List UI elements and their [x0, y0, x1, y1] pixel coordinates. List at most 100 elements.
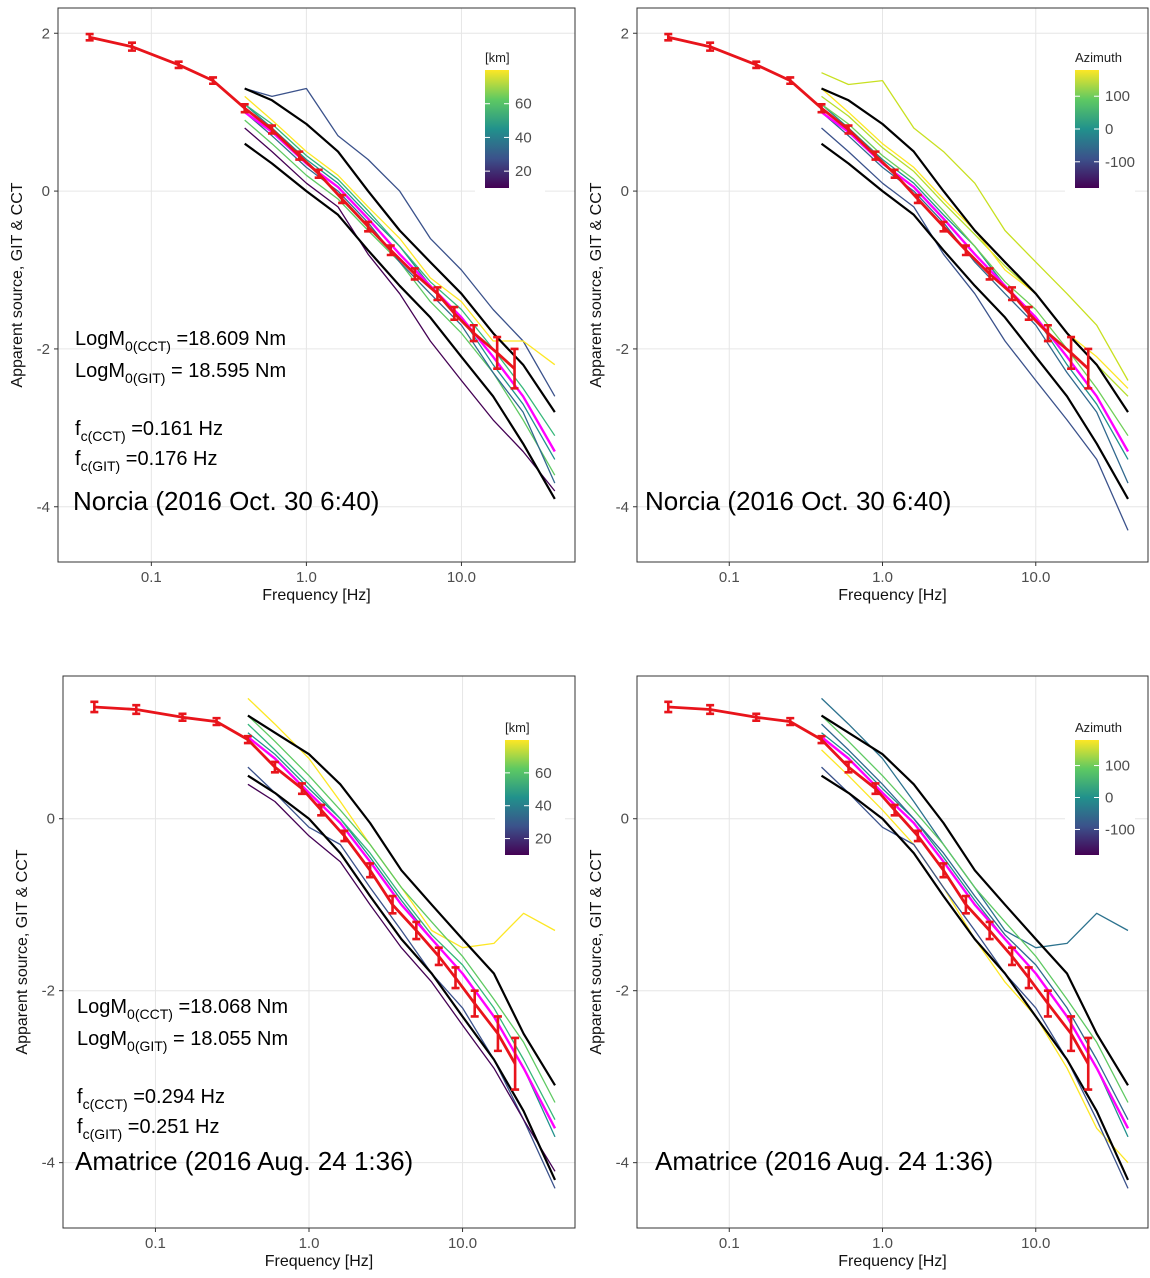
error-bar	[412, 920, 421, 941]
y-axis-title: Apparent source, GIT & CCT	[9, 182, 26, 387]
plot-background	[63, 676, 575, 1228]
y-tick-label: -2	[37, 341, 50, 358]
error-bar	[890, 803, 899, 817]
error-bar	[961, 244, 970, 257]
error-bar	[469, 323, 478, 343]
x-axis-title: Frequency [Hz]	[262, 587, 370, 604]
error-bar	[295, 150, 304, 161]
plot-background	[637, 676, 1148, 1228]
y-tick-label: -2	[616, 341, 629, 358]
error-bar	[90, 700, 99, 714]
error-bar	[366, 862, 375, 879]
error-bar	[1084, 347, 1093, 390]
annotation-rest: =0.176 Hz	[120, 448, 217, 470]
annotation-main: LogM	[77, 996, 127, 1018]
x-tick-label: 1.0	[872, 569, 893, 586]
error-bar	[664, 700, 673, 714]
panel: -4 -2 0 2 0.1 1.0 10.0 Frequency [Hz] Apparent s…	[588, 7, 1149, 604]
x-tick-label: 0.1	[719, 569, 740, 586]
y-tick-label: -4	[616, 499, 629, 516]
spectrum-line	[244, 103, 556, 437]
spectrum-line	[244, 95, 556, 366]
error-bar	[317, 803, 326, 817]
error-bar	[1067, 1015, 1076, 1053]
error-bar	[752, 60, 761, 70]
error-bar	[817, 734, 826, 745]
colorbar-tick-label: -100	[1105, 154, 1135, 171]
annotation: LogM0(GIT) = 18.055 Nm	[77, 1028, 288, 1054]
error-bar	[786, 76, 795, 86]
error-bar	[890, 168, 899, 179]
annotation-sub: 0(CCT)	[125, 338, 171, 354]
error-bar	[1043, 323, 1052, 343]
x-tick-label: 1.0	[296, 569, 317, 586]
spectrum-line	[821, 766, 1129, 1189]
y-axis-title: Apparent source, GIT & CCT	[14, 849, 31, 1054]
x-axis-title: Frequency [Hz]	[838, 587, 946, 604]
annotation: LogM0(CCT) =18.609 Nm	[75, 328, 286, 354]
error-bar	[844, 124, 853, 135]
spectrum-line	[247, 736, 557, 1129]
colorbar-tick-label: 100	[1105, 758, 1130, 775]
colorbar-title: [km]	[505, 720, 530, 735]
annotation-rest: = 18.055 Nm	[167, 1028, 288, 1050]
error-bar	[871, 150, 880, 161]
error-bar	[913, 829, 922, 843]
x-tick-label: 1.0	[299, 1235, 320, 1252]
plot-background	[637, 8, 1148, 562]
error-bar	[961, 894, 970, 915]
y-tick-label: 2	[621, 25, 629, 42]
x-tick-label: 10.0	[448, 1235, 477, 1252]
spectrum-line	[247, 766, 556, 1189]
error-bar	[1043, 989, 1052, 1018]
panel: -4 -2 0 0.1 1.0 10.0 Frequency [Hz] Apparent so…	[14, 675, 576, 1270]
colorbar-tick-label: 60	[515, 96, 532, 113]
error-bar	[493, 1015, 502, 1053]
error-bar	[939, 220, 948, 233]
spectrum-line	[821, 72, 1129, 381]
annotation-rest: =0.251 Hz	[122, 1116, 219, 1138]
error-bar	[752, 712, 761, 723]
event-title: Amatrice (2016 Aug. 24 1:36)	[655, 1146, 993, 1176]
spectrum-line	[247, 783, 556, 1172]
spectrum-line	[820, 774, 1130, 1181]
spectrum-line	[821, 715, 1129, 1103]
y-tick-label: 0	[621, 183, 629, 200]
annotation-sub: 0(CCT)	[127, 1006, 173, 1022]
plot-border	[57, 7, 576, 563]
colorbar-tick-label: 20	[515, 163, 532, 180]
error-bar	[132, 703, 141, 716]
spectrum-line	[820, 714, 1129, 1086]
error-bar	[786, 716, 795, 727]
spectrum-line	[244, 87, 556, 397]
error-bar	[267, 124, 276, 135]
error-bar	[451, 966, 460, 990]
error-bar	[433, 286, 442, 302]
y-axis-title: Apparent source, GIT & CCT	[588, 182, 605, 387]
annotation-main: f	[75, 448, 81, 470]
error-bar	[314, 168, 323, 179]
y-tick-label: 0	[621, 811, 629, 828]
error-bar	[1024, 305, 1033, 322]
spectrum-line	[244, 87, 556, 413]
y-tick-label: -4	[616, 1155, 629, 1172]
spectrum-line	[821, 723, 1129, 1120]
annotation-main: f	[75, 418, 81, 440]
spectrum-line	[247, 723, 556, 1121]
annotation-sub: 0(GIT)	[125, 370, 165, 386]
annotation-sub: c(CCT)	[81, 428, 126, 444]
error-bar	[297, 782, 306, 796]
annotation-main: f	[77, 1116, 83, 1138]
annotation: fc(CCT) =0.161 Hz	[75, 418, 223, 444]
annotation-sub: c(CCT)	[83, 1096, 128, 1112]
annotation-main: LogM	[77, 1028, 127, 1050]
annotation-rest: =0.294 Hz	[128, 1086, 225, 1108]
annotation: fc(GIT) =0.251 Hz	[77, 1116, 220, 1142]
x-tick-label: 1.0	[872, 1235, 893, 1252]
y-tick-label: -4	[37, 499, 50, 516]
error-bar	[178, 712, 187, 723]
x-tick-label: 0.1	[141, 569, 162, 586]
error-bar	[340, 829, 349, 843]
error-bar	[209, 76, 218, 86]
annotation-rest: = 18.595 Nm	[165, 360, 286, 382]
